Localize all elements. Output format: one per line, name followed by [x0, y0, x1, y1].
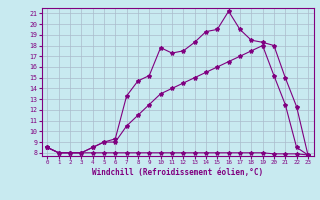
X-axis label: Windchill (Refroidissement éolien,°C): Windchill (Refroidissement éolien,°C) [92, 168, 263, 177]
